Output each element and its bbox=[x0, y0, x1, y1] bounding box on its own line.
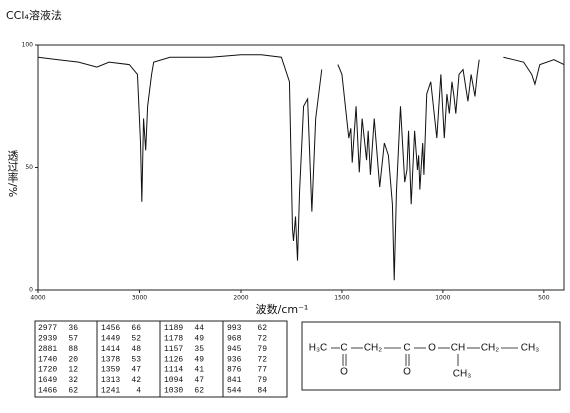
branch-methyl: CH₃ bbox=[453, 369, 472, 380]
plot: 0 50 100 4000 3000 2000 1500 1000 500 bbox=[22, 42, 565, 302]
peak-table: 2977 36 2939 57 2881 88 1740 20 1720 12 1649 32 1466… bbox=[38, 321, 267, 397]
x-tick-label: 2000 bbox=[233, 295, 248, 302]
transmittance: 49 bbox=[194, 355, 204, 364]
wavenumber: 1189 bbox=[164, 324, 183, 333]
transmittance: 32 bbox=[68, 376, 78, 385]
wavenumber: 1449 bbox=[101, 335, 120, 344]
transmittance: 57 bbox=[68, 335, 78, 344]
y-tick-label: 0 bbox=[29, 287, 33, 294]
peak-table-frame bbox=[34, 320, 288, 398]
atom: CH₂ bbox=[481, 343, 499, 354]
atom: CH₂ bbox=[364, 343, 382, 354]
carbonyl-oxygen: O bbox=[403, 367, 411, 378]
wavenumber: 1094 bbox=[164, 376, 183, 385]
wavenumber: 936 bbox=[227, 355, 242, 364]
carbonyl-oxygen: O bbox=[340, 367, 348, 378]
wavenumber: 1030 bbox=[164, 387, 183, 396]
transmittance: 62 bbox=[68, 387, 78, 396]
transmittance: 48 bbox=[131, 345, 141, 354]
transmittance: 42 bbox=[131, 376, 141, 385]
transmittance: 4 bbox=[136, 387, 141, 396]
wavenumber: 968 bbox=[227, 335, 242, 344]
wavenumber: 1313 bbox=[101, 376, 120, 385]
transmittance: 47 bbox=[131, 366, 141, 375]
wavenumber: 841 bbox=[227, 376, 242, 385]
x-axis-label: 波数/cm⁻¹ bbox=[256, 303, 309, 316]
wavenumber: 1740 bbox=[38, 355, 57, 364]
atom: H₃C bbox=[309, 343, 328, 354]
transmittance: 79 bbox=[257, 345, 267, 354]
transmittance: 44 bbox=[194, 324, 204, 333]
transmittance: 52 bbox=[131, 335, 141, 344]
atom: CH bbox=[451, 343, 465, 354]
transmittance: 77 bbox=[257, 366, 267, 375]
wavenumber: 993 bbox=[227, 324, 242, 333]
wavenumber: 544 bbox=[227, 387, 242, 396]
transmittance: 72 bbox=[257, 335, 267, 344]
transmittance: 84 bbox=[257, 387, 267, 396]
wavenumber: 2977 bbox=[38, 324, 57, 333]
x-tick-label: 1000 bbox=[435, 295, 450, 302]
transmittance: 12 bbox=[68, 366, 78, 375]
y-axis-label: 透过率/% bbox=[6, 150, 19, 197]
transmittance: 53 bbox=[131, 355, 141, 364]
wavenumber: 1157 bbox=[164, 345, 183, 354]
x-tick-label: 1500 bbox=[334, 295, 349, 302]
transmittance: 47 bbox=[194, 376, 204, 385]
transmittance: 62 bbox=[257, 324, 267, 333]
x-tick-label: 4000 bbox=[30, 295, 45, 302]
wavenumber: 1359 bbox=[101, 366, 120, 375]
transmittance: 88 bbox=[68, 345, 78, 354]
structure: H₃C C CH₂ C O CH CH₂ CH₃ O O CH₃ bbox=[309, 343, 540, 380]
atom: CH₃ bbox=[521, 343, 540, 354]
atom: C bbox=[340, 343, 347, 354]
y-tick-label: 100 bbox=[22, 42, 34, 49]
atom: O bbox=[428, 343, 436, 354]
transmittance: 79 bbox=[257, 376, 267, 385]
transmittance: 49 bbox=[194, 335, 204, 344]
transmittance: 35 bbox=[194, 345, 204, 354]
wavenumber: 2881 bbox=[38, 345, 57, 354]
wavenumber: 1114 bbox=[164, 366, 183, 375]
wavenumber: 1178 bbox=[164, 335, 183, 344]
wavenumber: 1456 bbox=[101, 324, 120, 333]
transmittance: 72 bbox=[257, 355, 267, 364]
transmittance: 36 bbox=[68, 324, 78, 333]
transmittance: 20 bbox=[68, 355, 78, 364]
chart-title: CCl₄溶液法 bbox=[6, 8, 62, 22]
wavenumber: 2939 bbox=[38, 335, 57, 344]
transmittance: 41 bbox=[194, 366, 204, 375]
y-tick-label: 50 bbox=[25, 164, 33, 171]
wavenumber: 1466 bbox=[38, 387, 57, 396]
wavenumber: 945 bbox=[227, 345, 242, 354]
spectrum-line bbox=[37, 54, 565, 281]
wavenumber: 1241 bbox=[101, 387, 120, 396]
transmittance: 62 bbox=[194, 387, 204, 396]
wavenumber: 1126 bbox=[164, 355, 183, 364]
structure-frame bbox=[301, 321, 561, 391]
wavenumber: 876 bbox=[227, 366, 242, 375]
wavenumber: 1378 bbox=[101, 355, 120, 364]
wavenumber: 1720 bbox=[38, 366, 57, 375]
transmittance: 66 bbox=[131, 324, 141, 333]
x-tick-label: 500 bbox=[538, 295, 550, 302]
wavenumber: 1414 bbox=[101, 345, 120, 354]
wavenumber: 1649 bbox=[38, 376, 57, 385]
x-tick-label: 3000 bbox=[132, 295, 147, 302]
atom: C bbox=[403, 343, 410, 354]
